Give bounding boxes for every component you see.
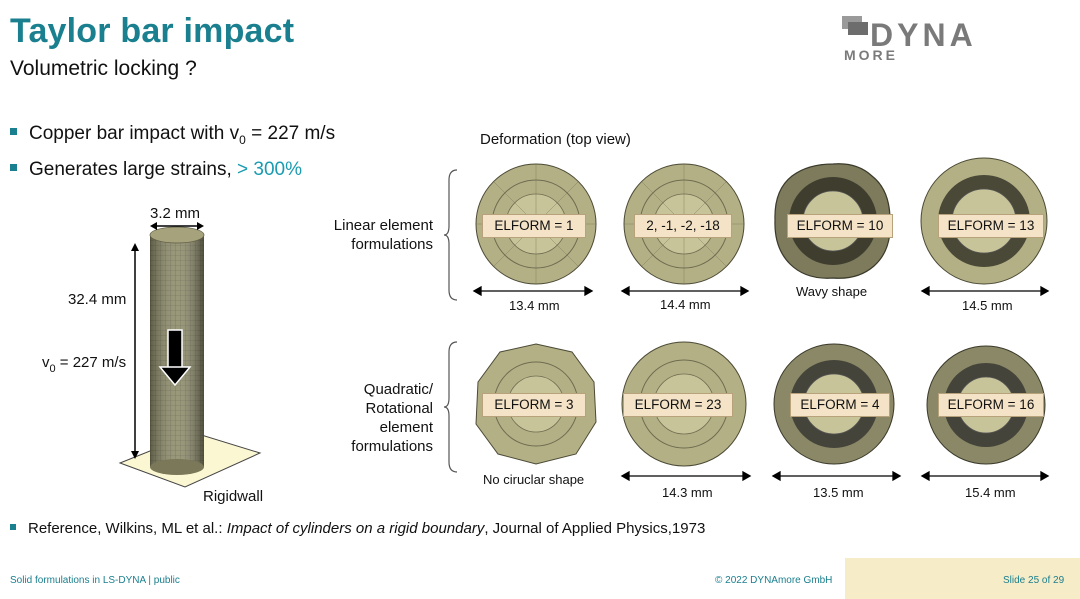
measurement-arrows-row2 — [620, 470, 1050, 482]
slide-number: Slide 25 of 29 — [1003, 575, 1065, 586]
logo-text: DYNA — [870, 17, 977, 53]
shape-note: Wavy shape — [796, 284, 868, 299]
taylor-bar-figure — [110, 195, 310, 515]
measurement-label: 13.4 mm — [509, 298, 560, 313]
height-label: 32.4 mm — [68, 291, 127, 308]
measurement-label: 14.4 mm — [660, 297, 711, 312]
elform-label: ELFORM = 10 — [787, 214, 893, 238]
velocity-label: v0 = 227 m/s — [42, 354, 127, 375]
footer-slide-box — [845, 558, 1080, 599]
brace-linear — [443, 169, 458, 301]
logo-subtext: MORE — [844, 47, 898, 63]
rigidwall-label: Rigidwall — [203, 488, 264, 505]
measurement-label: 14.3 mm — [662, 485, 713, 500]
footer-left: Solid formulations in LS-DYNA | public — [10, 575, 180, 586]
elform-label: ELFORM = 3 — [482, 393, 586, 417]
deformation-disk — [926, 345, 1046, 465]
page-subtitle: Volumetric locking ? — [10, 57, 197, 80]
measurement-arrows-row1 — [472, 285, 1050, 297]
footer-copyright: © 2022 DYNAmore GmbH — [715, 575, 833, 586]
shape-note: No ciruclar shape — [483, 472, 585, 487]
elform-label: ELFORM = 23 — [623, 393, 733, 417]
page-title: Taylor bar impact — [10, 12, 295, 50]
measurement-label: 14.5 mm — [962, 298, 1013, 313]
elform-label: ELFORM = 4 — [790, 393, 890, 417]
elform-label: ELFORM = 1 — [482, 214, 586, 238]
bullet-marker — [10, 128, 17, 136]
measurement-label: 15.4 mm — [965, 485, 1016, 500]
measurement-label: 13.5 mm — [813, 485, 864, 500]
elform-label: 2, -1, -2, -18 — [634, 214, 732, 238]
group-label-linear: Linear element formulations — [333, 217, 433, 253]
elform-label: ELFORM = 13 — [938, 214, 1044, 238]
dynamore-logo: DYNA MORE — [842, 16, 1022, 64]
bullet-marker — [10, 524, 16, 531]
group-label-quadratic: Quadratic/ Rotational element formulatio… — [351, 381, 433, 455]
bullet-impact: Copper bar impact with v0 = 227 m/s — [10, 123, 335, 147]
deformation-heading: Deformation (top view) — [480, 131, 631, 148]
bullet-marker — [10, 164, 17, 172]
elform-label: ELFORM = 16 — [938, 393, 1044, 417]
bullet-strains: Generates large strains, > 300% — [10, 159, 302, 181]
brace-quadratic — [443, 341, 458, 473]
reference-bullet: Reference, Wilkins, ML et al.: Impact of… — [10, 520, 705, 537]
width-label: 3.2 mm — [150, 205, 201, 222]
